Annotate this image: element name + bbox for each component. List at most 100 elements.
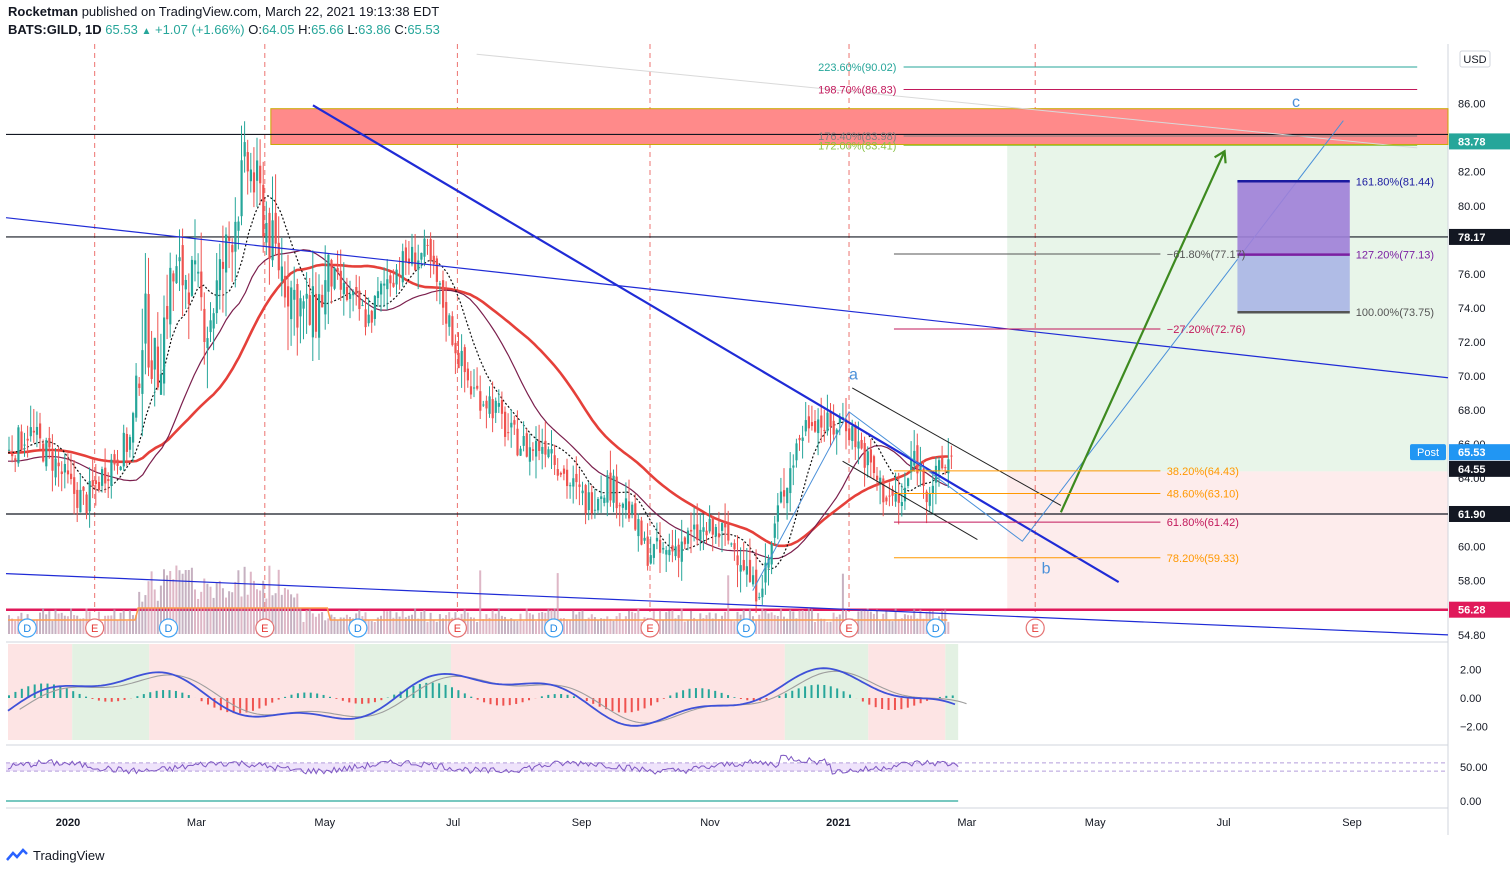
volume-bar xyxy=(618,613,621,634)
volume-bar xyxy=(913,609,916,634)
candle-body xyxy=(364,309,367,328)
candle-body xyxy=(572,478,575,487)
volume-bar xyxy=(876,609,878,634)
volume-bar xyxy=(35,619,38,634)
price-tick-1: 58.00 xyxy=(1458,575,1486,587)
macd-zone-1 xyxy=(72,644,150,740)
volume-bar xyxy=(792,611,795,634)
macd-hist-bar xyxy=(174,690,177,698)
macd-hist-bar xyxy=(348,698,351,703)
volume-bar xyxy=(531,614,534,634)
candle-body xyxy=(85,494,88,514)
candle-body xyxy=(597,498,600,511)
axis-price-label-3: 64.55 xyxy=(1458,464,1486,476)
macd-hist-bar xyxy=(91,698,94,699)
volume-bar xyxy=(135,615,138,634)
macd-hist-bar xyxy=(470,696,473,698)
macd-hist-bar xyxy=(861,698,864,702)
volume-bar xyxy=(438,614,441,634)
volume-bar xyxy=(860,609,863,634)
candle-body xyxy=(736,555,739,566)
macd-hist-bar xyxy=(778,695,781,698)
author-name[interactable]: Rocketman xyxy=(8,4,79,19)
candle-body xyxy=(256,160,259,181)
volume-bar xyxy=(221,588,224,634)
time-axis[interactable]: 2020 Mar May Jul Sep Nov 2021 Mar May Jul Sep xyxy=(56,817,1362,829)
volume-bar xyxy=(925,611,928,634)
candle-body xyxy=(32,430,35,433)
macd-hist-bar xyxy=(277,698,280,700)
macd-hist-bar xyxy=(393,694,396,698)
candle-body xyxy=(128,437,132,450)
volume-bar xyxy=(113,609,116,634)
candle-body xyxy=(724,521,727,528)
candle-body xyxy=(63,463,66,473)
volume-bar xyxy=(150,571,153,634)
candle-body xyxy=(246,152,249,172)
candle-body xyxy=(138,383,141,389)
wave-label-c: c xyxy=(1292,94,1300,111)
candle-body xyxy=(603,497,606,503)
volume-bar xyxy=(175,565,178,634)
time-tick-9: Jul xyxy=(1217,817,1231,829)
macd-hist-bar xyxy=(566,694,569,698)
volume-bar xyxy=(265,598,268,634)
volume-bar xyxy=(178,570,181,634)
volume-bar xyxy=(829,621,832,634)
volume-bar xyxy=(581,610,584,634)
volume-bar xyxy=(724,611,727,634)
volume-bar xyxy=(237,570,240,634)
volume-bar xyxy=(271,595,274,634)
candle-body xyxy=(804,420,807,432)
candle-body xyxy=(252,172,256,193)
candle-body xyxy=(500,400,504,414)
macd-hist-bar xyxy=(810,685,813,698)
fib-ret-label-2: 38.20%(64.43) xyxy=(1167,466,1239,478)
volume-bar xyxy=(659,610,661,634)
macd-hist-bar xyxy=(367,698,370,704)
candle-body xyxy=(761,588,764,598)
candle-body xyxy=(730,543,733,545)
candle-body xyxy=(132,413,135,443)
price-axis[interactable]: USD54.8058.0060.0062.0064.0066.0068.0070… xyxy=(1410,50,1510,642)
axis-price-badge-4 xyxy=(1449,505,1510,522)
currency-badge xyxy=(1459,50,1491,68)
volume-bar xyxy=(280,594,283,634)
candle-body xyxy=(159,374,163,395)
macd-hist-bar xyxy=(572,696,575,698)
candle-body xyxy=(23,444,26,446)
tradingview-brand[interactable]: TradingView xyxy=(33,847,105,863)
candle-body xyxy=(624,498,628,510)
candle-body xyxy=(910,458,913,473)
earnings-marker-label: E xyxy=(646,623,653,635)
high-label: H: xyxy=(298,22,312,37)
main-downtrend-line xyxy=(312,104,1120,584)
candle-body xyxy=(600,496,603,499)
publish-info: Rocketman published on TradingView.com, … xyxy=(8,4,439,19)
macd-hist-bar xyxy=(290,694,293,698)
volume-bar xyxy=(39,612,41,634)
candle-body xyxy=(463,347,466,373)
symbol-label[interactable]: BATS:GILD, 1D xyxy=(8,22,102,37)
candle-body xyxy=(665,550,668,555)
volume-bar xyxy=(336,619,339,634)
volume-bar xyxy=(287,589,289,634)
volume-bar xyxy=(122,610,125,634)
fib-ext-label-1: 198.70%(86.83) xyxy=(818,84,896,96)
candle-body xyxy=(776,505,779,522)
fib-box-upper xyxy=(1237,181,1350,255)
volume-bar xyxy=(717,619,720,634)
volume-bar xyxy=(305,610,308,634)
volume-bar xyxy=(947,621,950,634)
candle-body xyxy=(345,286,349,300)
candle-body xyxy=(26,438,29,441)
chart-header: Rocketman published on TradingView.com, … xyxy=(0,0,1450,44)
volume-bar xyxy=(696,620,699,634)
candle-body xyxy=(538,440,541,451)
volume-bar xyxy=(668,611,671,634)
candle-body xyxy=(302,301,305,309)
volume-bar xyxy=(755,619,758,634)
volume-bar xyxy=(522,620,525,634)
macd-hist-bar xyxy=(181,692,184,698)
